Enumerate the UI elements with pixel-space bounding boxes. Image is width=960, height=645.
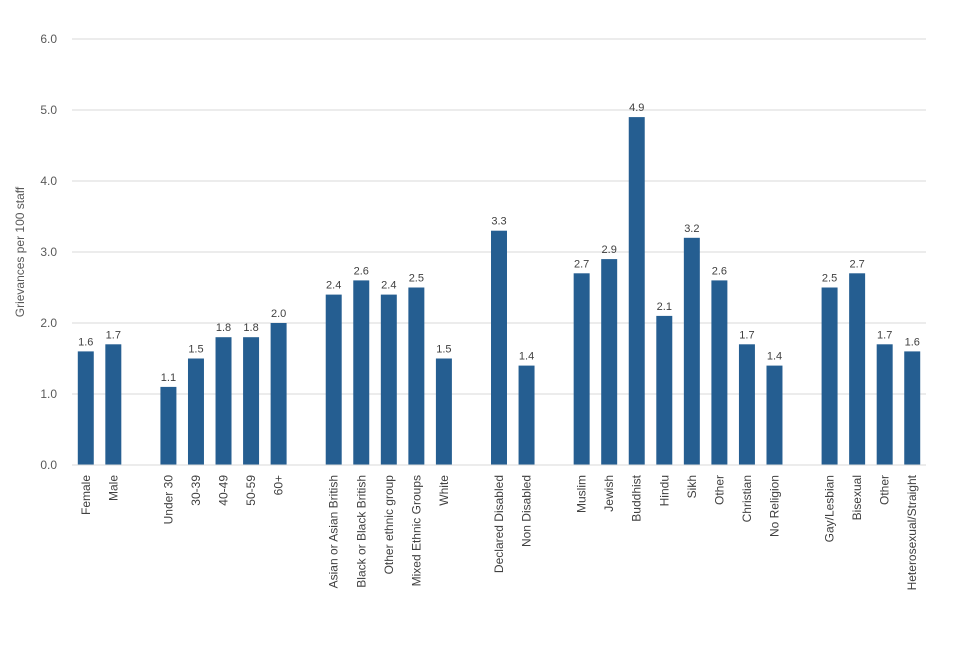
data-label: 1.6: [905, 336, 920, 348]
data-label: 2.4: [381, 280, 396, 292]
data-label: 1.7: [106, 329, 121, 341]
x-tick-label: Female: [79, 475, 93, 515]
bar: [683, 237, 700, 465]
x-tick-label: Male: [106, 475, 120, 501]
data-label: 2.4: [326, 280, 341, 292]
y-tick-label: 4.0: [40, 174, 57, 188]
data-label: 2.5: [822, 273, 837, 285]
y-axis-ticks: 0.0 1.0 2.0 3.0 4.0 5.0 6.0: [40, 32, 57, 472]
x-tick-label: Black or Black British: [354, 475, 368, 588]
data-label: 1.1: [161, 372, 176, 384]
data-label: 1.5: [436, 344, 451, 356]
bar: [325, 294, 342, 465]
data-label: 1.8: [243, 322, 258, 334]
bar: [518, 365, 535, 465]
data-label: 1.7: [739, 329, 754, 341]
bar: [105, 344, 122, 465]
bar: [628, 117, 645, 465]
data-label: 4.9: [629, 102, 644, 114]
data-label: 1.6: [78, 336, 93, 348]
bar: [408, 287, 425, 465]
data-label: 2.7: [574, 258, 589, 270]
bar: [491, 230, 507, 465]
bar: [766, 365, 783, 465]
bar: [435, 358, 452, 465]
x-tick-label: 60+: [272, 475, 286, 495]
data-label: 2.9: [602, 244, 617, 256]
x-tick-label: Under 30: [161, 475, 175, 525]
x-tick-label: Non Disabled: [520, 475, 534, 547]
y-tick-label: 5.0: [40, 103, 57, 117]
x-tick-label: Hindu: [657, 475, 671, 506]
bar: [601, 259, 618, 465]
bar: [573, 273, 590, 465]
data-label: 1.7: [877, 329, 892, 341]
x-tick-label: 40-49: [217, 475, 231, 506]
bar: [904, 351, 921, 465]
y-tick-label: 6.0: [40, 32, 57, 46]
bar: [656, 315, 673, 465]
x-tick-label: Asian or Asian British: [327, 475, 341, 588]
data-labels: 1.6 1.7 1.1 1.5 1.8 1.8 2.0 2.4 2.6 2.4 2.5 1.5 3.3 1…: [78, 102, 920, 384]
x-tick-label: Mixed Ethnic Groups: [409, 475, 423, 586]
x-tick-label: Other: [878, 475, 892, 505]
data-label: 1.4: [519, 351, 534, 363]
data-label: 2.0: [271, 308, 286, 320]
x-tick-label: 50-59: [244, 475, 258, 506]
bar: [738, 344, 755, 465]
data-label: 3.3: [491, 216, 506, 228]
y-tick-label: 1.0: [40, 387, 57, 401]
x-tick-label: Muslim: [575, 475, 589, 513]
data-label: 1.8: [216, 322, 231, 334]
bar: [160, 386, 177, 465]
x-tick-label: Heterosexual/Straight: [905, 474, 919, 590]
x-tick-label: Other: [712, 475, 726, 505]
y-tick-label: 3.0: [40, 245, 57, 259]
data-label: 1.5: [188, 344, 203, 356]
bar: [77, 351, 94, 465]
y-tick-label: 0.0: [40, 458, 57, 472]
bar: [187, 358, 204, 465]
bar: [821, 287, 838, 465]
bar: [243, 337, 260, 465]
x-axis-ticks: Female Male Under 30 30-39 40-49 50-59 60+ Asia…: [79, 474, 919, 590]
x-tick-label: Jewish: [602, 475, 616, 512]
data-label: 2.1: [657, 301, 672, 313]
x-tick-label: Declared Disabled: [492, 475, 506, 573]
x-tick-label: Christian: [740, 475, 754, 522]
x-tick-label: Other ethnic group: [382, 475, 396, 575]
x-tick-label: Sikh: [685, 475, 699, 498]
bar: [215, 337, 232, 465]
bar: [711, 280, 728, 465]
bar: [380, 294, 397, 465]
x-tick-label: No Religion: [767, 475, 781, 537]
data-label: 2.7: [849, 258, 864, 270]
x-tick-label: Gay/Lesbian: [823, 475, 837, 542]
y-tick-label: 2.0: [40, 316, 57, 330]
x-tick-label: 30-39: [189, 475, 203, 506]
data-label: 1.4: [767, 351, 782, 363]
bars: [77, 117, 921, 465]
x-tick-label: Bisexual: [850, 475, 864, 520]
bar: [849, 273, 866, 465]
data-label: 2.6: [354, 265, 369, 277]
data-label: 2.6: [712, 265, 727, 277]
bar: [270, 323, 287, 465]
x-tick-label: White: [437, 475, 451, 506]
x-tick-label: Buddhist: [630, 474, 644, 521]
bar: [353, 280, 370, 465]
data-label: 2.5: [409, 273, 424, 285]
y-axis-title: Grievances per 100 staff: [13, 186, 27, 317]
bar: [876, 344, 893, 465]
data-label: 3.2: [684, 223, 699, 235]
